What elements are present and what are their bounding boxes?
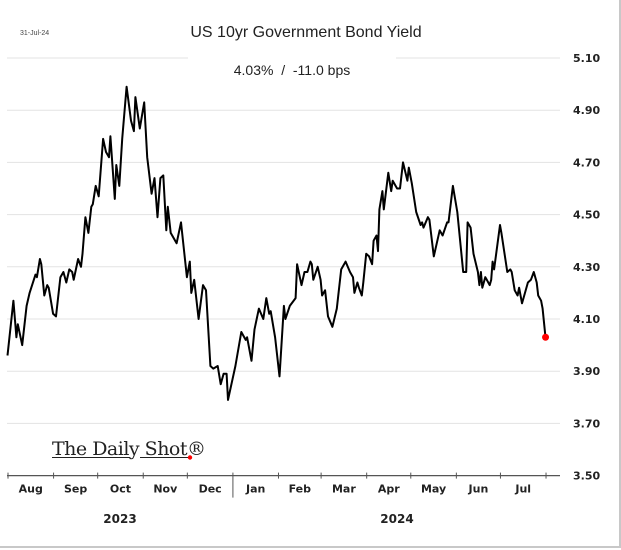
daily-shot-logo: The Daily Shot® — [52, 438, 206, 460]
year-label-2024: 2024 — [380, 512, 413, 526]
y-tick-label: 4.10 — [573, 313, 600, 326]
gridlines — [7, 57, 560, 424]
logo-text: The Daily Shot® — [52, 438, 206, 460]
y-tick-label: 3.90 — [573, 365, 600, 378]
x-tick-label: Mar — [332, 483, 356, 496]
y-tick-label: 5.10 — [573, 52, 600, 65]
y-tick-label: 4.70 — [573, 156, 600, 169]
x-tick-label: Aug — [19, 483, 43, 496]
x-tick-label: Jul — [514, 483, 531, 496]
chart-date: 31-Jul-24 — [20, 30, 49, 37]
x-tick-label: Apr — [378, 483, 400, 496]
y-tick-label: 3.70 — [573, 417, 600, 430]
x-tick-label: May — [421, 483, 446, 496]
y-tick-label: 4.30 — [573, 261, 600, 274]
y-tick-label: 3.50 — [573, 470, 600, 483]
series-line-us10y — [6, 85, 547, 401]
y-axis: 5.10 4.90 4.70 4.50 4.30 4.10 3.90 3.70 3.50 — [573, 52, 600, 483]
y-tick-label: 4.90 — [573, 104, 600, 117]
logo-red-dot — [187, 455, 193, 460]
x-axis: Aug Sep Oct Nov Dec Jan Feb Mar Apr May Jun Jul — [7, 472, 560, 498]
x-tick-label: Jan — [245, 483, 265, 496]
last-point-marker — [542, 333, 550, 341]
x-tick-label: Feb — [289, 483, 312, 496]
y-tick-label: 4.50 — [573, 209, 600, 222]
subtitle-background — [188, 50, 396, 84]
chart-title: US 10yr Government Bond Yield — [190, 24, 421, 41]
chart-subtitle: 4.03% / -11.0 bps — [234, 62, 350, 78]
x-tick-label: Oct — [110, 483, 131, 496]
x-tick-label: Nov — [153, 483, 178, 496]
x-tick-label: Jun — [468, 483, 489, 496]
x-tick-label: Sep — [64, 483, 87, 496]
year-label-2023: 2023 — [103, 512, 136, 526]
x-tick-label: Dec — [199, 483, 222, 496]
